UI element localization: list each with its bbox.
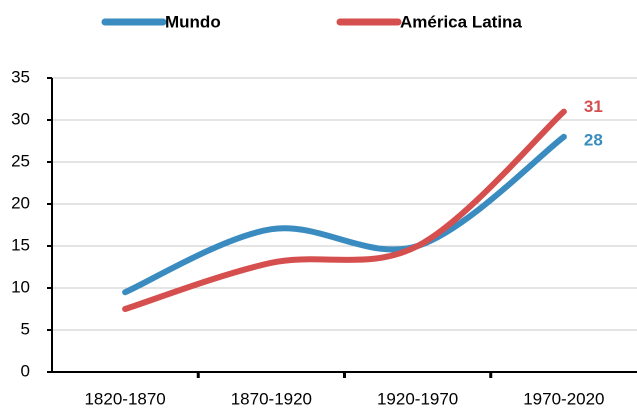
y-tick-label: 15 <box>11 235 30 254</box>
y-tick-label: 0 <box>21 361 30 380</box>
series-line <box>122 133 567 296</box>
x-tick-label: 1870-1920 <box>231 389 312 408</box>
y-tick-label: 30 <box>11 109 30 128</box>
y-tick-label: 5 <box>21 319 30 338</box>
legend-label: América Latina <box>400 12 522 31</box>
y-tick-label: 35 <box>11 67 30 86</box>
x-tick-label: 1970-2020 <box>523 389 604 408</box>
legend-label: Mundo <box>165 12 221 31</box>
data-label: 31 <box>584 97 603 116</box>
y-tick-label: 20 <box>11 193 30 212</box>
y-tick-label: 25 <box>11 151 30 170</box>
data-label: 28 <box>584 130 603 149</box>
series-line <box>122 108 567 312</box>
y-tick-label: 10 <box>11 277 30 296</box>
x-tick-label: 1920-1970 <box>377 389 458 408</box>
x-tick-label: 1820-1870 <box>84 389 165 408</box>
